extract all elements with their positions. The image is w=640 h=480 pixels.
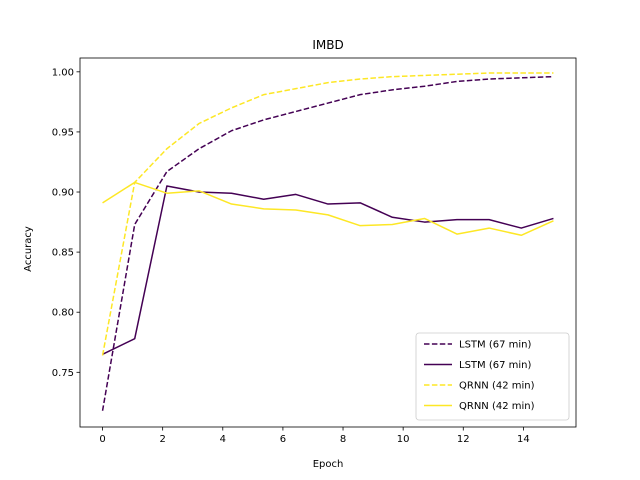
legend-label-3: QRNN (42 min) xyxy=(459,381,535,392)
y-tick-label: 0.95 xyxy=(52,127,74,138)
x-tick-label: 14 xyxy=(517,434,530,445)
plot-area: 0 2 4 6 8 10 12 14 0.75 0.80 0.85 0.90 0.95 1.00 xyxy=(52,57,577,445)
x-tick-label: 2 xyxy=(159,434,165,445)
axes-frame xyxy=(79,57,577,428)
series-line-3 xyxy=(101,72,554,356)
x-tick-label: 12 xyxy=(457,434,470,445)
y-tick-label: 0.85 xyxy=(52,248,74,259)
x-tick-label: 4 xyxy=(220,434,226,445)
x-axis-title: Epoch xyxy=(313,459,344,470)
legend-label-4: QRNN (42 min) xyxy=(459,401,535,412)
y-tick-label: 0.90 xyxy=(52,188,74,199)
x-tick-label: 6 xyxy=(280,434,286,445)
x-tick-label: 0 xyxy=(99,434,105,445)
x-tick-label: 10 xyxy=(397,434,410,445)
legend-label-2: LSTM (67 min) xyxy=(459,360,531,371)
y-tick-label: 0.80 xyxy=(52,308,74,319)
series-line-1 xyxy=(101,75,554,411)
y-tick-label: 1.00 xyxy=(52,67,74,78)
y-axis-title: Accuracy xyxy=(23,226,34,272)
legend-box xyxy=(415,332,570,421)
series-line-2 xyxy=(102,185,554,355)
y-tick-label: 0.75 xyxy=(52,368,74,379)
x-tick-label: 8 xyxy=(340,434,346,445)
legend-label-1: LSTM (67 min) xyxy=(459,340,531,351)
legend: LSTM (67 min) LSTM (67 min) QRNN (42 min) Q… xyxy=(415,332,570,421)
series-line-4 xyxy=(102,181,554,237)
chart-title: IMBD xyxy=(312,38,343,52)
